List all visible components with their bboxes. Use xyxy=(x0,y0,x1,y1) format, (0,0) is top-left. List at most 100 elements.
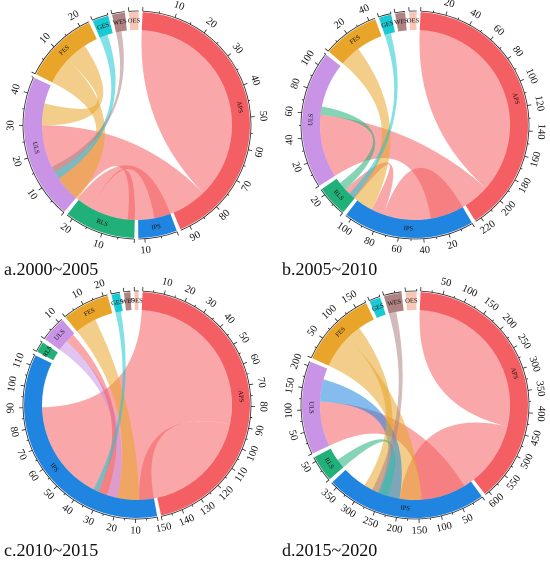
tick-label: 50 xyxy=(461,512,475,526)
tick-mark xyxy=(41,58,44,60)
tick-label: 60 xyxy=(391,243,403,255)
segment-ges xyxy=(369,297,386,318)
tick-mark xyxy=(102,513,104,516)
ribbons xyxy=(42,30,232,220)
tick-mark xyxy=(238,352,241,355)
axis-arc-ges xyxy=(378,13,392,18)
tick-label: 110 xyxy=(233,466,251,485)
tick-label: 140 xyxy=(535,124,547,140)
tick-label: 180 xyxy=(517,176,534,195)
tick-mark xyxy=(303,86,308,89)
tick-mark xyxy=(324,48,329,52)
tick-label: 70 xyxy=(240,179,255,194)
tick-mark xyxy=(236,180,241,183)
tick-mark xyxy=(356,24,358,27)
tick-mark xyxy=(217,484,222,489)
axis-arc-wes xyxy=(383,291,402,296)
tick-mark xyxy=(39,469,44,472)
tick-mark xyxy=(372,511,375,516)
segment-label-oes: OES xyxy=(130,297,143,304)
tick-mark xyxy=(334,318,338,322)
tick-mark xyxy=(319,335,323,339)
tick-mark xyxy=(49,328,52,331)
tick-mark xyxy=(40,340,43,343)
tick-mark xyxy=(219,323,224,328)
tick-mark xyxy=(364,300,366,303)
tick-label: 110 xyxy=(11,352,27,370)
tick-mark xyxy=(348,219,352,223)
tick-mark xyxy=(227,53,232,57)
tick-mark xyxy=(77,22,81,27)
segment-wes xyxy=(112,12,127,33)
tick-label: 20 xyxy=(443,0,456,10)
tick-label: 100 xyxy=(320,303,339,322)
tick-label: 20 xyxy=(58,221,73,236)
axis-arc-wes xyxy=(123,290,131,293)
tick-mark xyxy=(216,41,219,44)
tick-mark xyxy=(507,190,510,193)
tick-mark xyxy=(307,355,312,359)
tick-mark xyxy=(384,235,387,238)
tick-mark xyxy=(31,71,36,75)
segment-fes xyxy=(36,22,97,83)
tick-mark xyxy=(371,231,374,236)
tick-mark xyxy=(227,194,230,196)
tick-label: 40 xyxy=(221,311,236,326)
axis-arc-fes xyxy=(310,301,366,358)
tick-label: 10 xyxy=(161,276,174,289)
segment-oes xyxy=(134,292,139,311)
axis-arc-aps xyxy=(142,290,252,517)
tick-mark xyxy=(451,512,454,515)
segment-uls xyxy=(302,54,341,186)
segment-rls xyxy=(67,199,135,238)
tick-label: 100 xyxy=(435,520,453,534)
tick-label: 80 xyxy=(257,401,268,412)
tick-mark xyxy=(32,349,37,352)
tick-label: 400 xyxy=(535,406,547,422)
tick-mark xyxy=(174,295,176,298)
tick-mark xyxy=(107,12,109,15)
chord-panel-c: APS102030405060708090100110120130140150I… xyxy=(5,276,268,536)
tick-label: 250 xyxy=(361,515,380,531)
tick-mark xyxy=(64,33,67,36)
tick-mark xyxy=(353,304,357,308)
tick-mark xyxy=(453,295,455,298)
tick-label: 130 xyxy=(198,500,217,518)
tick-mark xyxy=(499,47,502,49)
tick-mark xyxy=(445,11,448,16)
segment-rls xyxy=(37,342,58,361)
axis-arc-wes xyxy=(394,11,406,14)
segment-label-ips: IPS xyxy=(400,505,410,513)
chord-panel-a: APS 10 20 30 40 50 60 70 80 90 IPS 10 RLS 10 20 ULS 10 20… xyxy=(5,0,268,257)
tick-mark xyxy=(321,194,326,198)
tick-mark xyxy=(225,476,228,479)
segment-ips xyxy=(24,355,158,518)
ribbon-fes-to-uls xyxy=(42,45,104,126)
tick-mark xyxy=(26,363,31,366)
tick-mark xyxy=(156,517,159,522)
segment-label-aps: APS xyxy=(511,92,521,106)
tick-label: 50 xyxy=(298,460,313,475)
tick-mark xyxy=(26,439,29,441)
caption-panel-a: a.2000~2005 xyxy=(4,259,98,279)
tick-mark xyxy=(24,374,28,376)
axis-arc-ips xyxy=(331,482,483,520)
axis-arc-fes xyxy=(34,21,89,74)
tick-mark xyxy=(507,55,512,59)
tick-mark xyxy=(520,168,523,170)
segment-label-ips: IPS xyxy=(151,223,162,232)
segment-label-ips: IPS xyxy=(48,462,59,474)
tick-mark xyxy=(504,475,509,479)
tick-mark xyxy=(393,8,396,13)
tick-mark xyxy=(472,503,475,506)
ribbon-aps-to-ips xyxy=(383,167,463,220)
tick-mark xyxy=(481,496,485,501)
tick-mark xyxy=(110,9,113,14)
tick-mark xyxy=(519,79,524,82)
caption-panel-d: d.2015~2020 xyxy=(282,540,377,560)
tick-mark xyxy=(189,22,192,25)
tick-label: 160 xyxy=(529,150,544,168)
tick-mark xyxy=(53,485,58,490)
tick-mark xyxy=(300,432,305,434)
tick-label: 90 xyxy=(188,229,202,244)
